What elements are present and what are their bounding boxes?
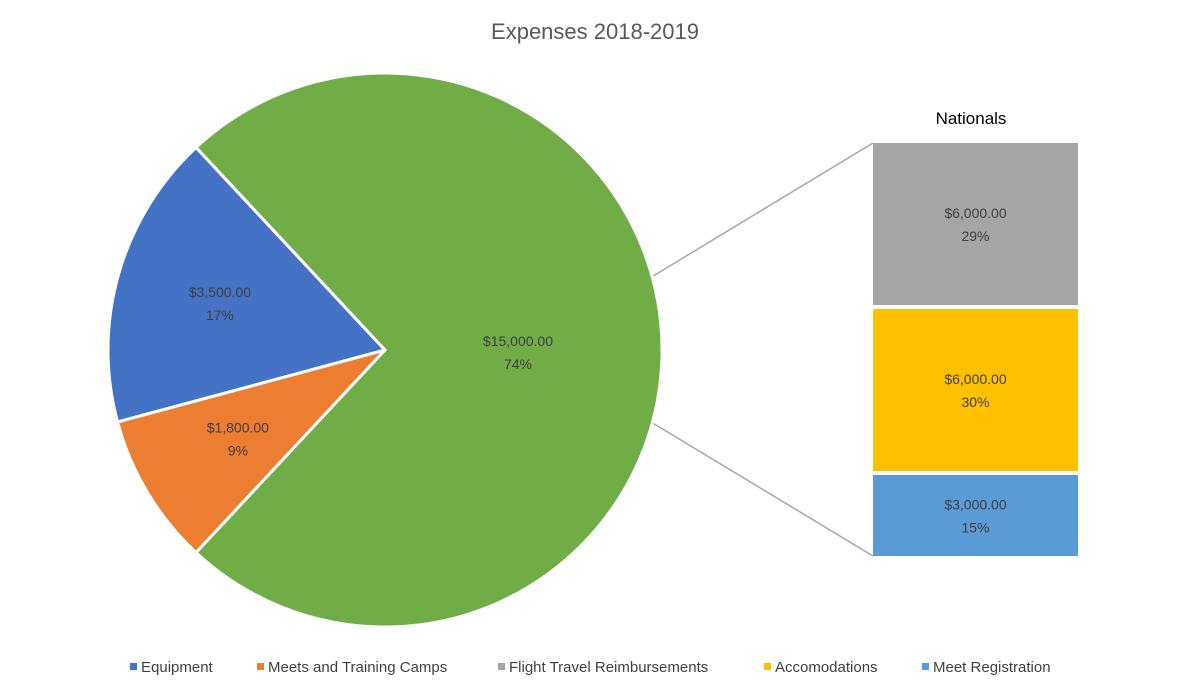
data-label-percent: 9% xyxy=(228,443,248,459)
data-label-value: $6,000.00 xyxy=(944,371,1006,387)
legend-item-accomodations: Accomodations xyxy=(764,659,878,676)
data-label-percent: 29% xyxy=(961,228,989,244)
legend-swatch xyxy=(130,663,137,670)
legend-item-meets-and-training-camps: Meets and Training Camps xyxy=(257,659,447,676)
breakdown-bar: $6,000.00 29% $6,000.00 30% $3,000.00 15% xyxy=(873,143,1078,556)
legend-item-meet-registration: Meet Registration xyxy=(922,659,1051,676)
legend: Equipment Meets and Training Camps Flight … xyxy=(130,659,1051,676)
bar-segment-meet-registration xyxy=(873,475,1078,556)
legend-label: Equipment xyxy=(141,659,214,676)
pie-slice-equipment xyxy=(106,145,388,424)
legend-label: Meet Registration xyxy=(933,659,1051,676)
data-label-value: $3,500.00 xyxy=(189,284,251,300)
legend-label: Meets and Training Camps xyxy=(268,659,447,676)
pie-slice-nationals xyxy=(193,71,664,629)
breakdown-title: Nationals xyxy=(936,109,1007,128)
legend-swatch xyxy=(764,663,771,670)
legend-label: Flight Travel Reimbursements xyxy=(509,659,708,676)
data-label-percent: 74% xyxy=(504,356,532,372)
data-label-value: $1,800.00 xyxy=(207,420,269,436)
legend-label: Accomodations xyxy=(775,659,878,676)
legend-swatch xyxy=(498,663,505,670)
legend-swatch xyxy=(922,663,929,670)
legend-item-flight-travel-reimbursements: Flight Travel Reimbursements xyxy=(498,659,708,676)
data-label-value: $3,000.00 xyxy=(944,497,1006,513)
bar-segment-accomodations xyxy=(873,309,1078,471)
data-label-percent: 15% xyxy=(961,520,989,536)
pie xyxy=(106,71,664,629)
data-label-percent: 30% xyxy=(961,394,989,410)
legend-item-equipment: Equipment xyxy=(130,659,214,676)
bar-segment-flight-travel-reimbursements xyxy=(873,143,1078,305)
pie-data-labels: $3,500.00 17% $1,800.00 9% $15,000.00 74% xyxy=(189,284,553,459)
data-label-value: $15,000.00 xyxy=(483,333,553,349)
chart-title: Expenses 2018-2019 xyxy=(491,19,699,44)
data-label-value: $6,000.00 xyxy=(944,205,1006,221)
legend-swatch xyxy=(257,663,264,670)
data-label-percent: 17% xyxy=(206,307,234,323)
pie-slice-meets-and-training-camps xyxy=(115,347,390,555)
